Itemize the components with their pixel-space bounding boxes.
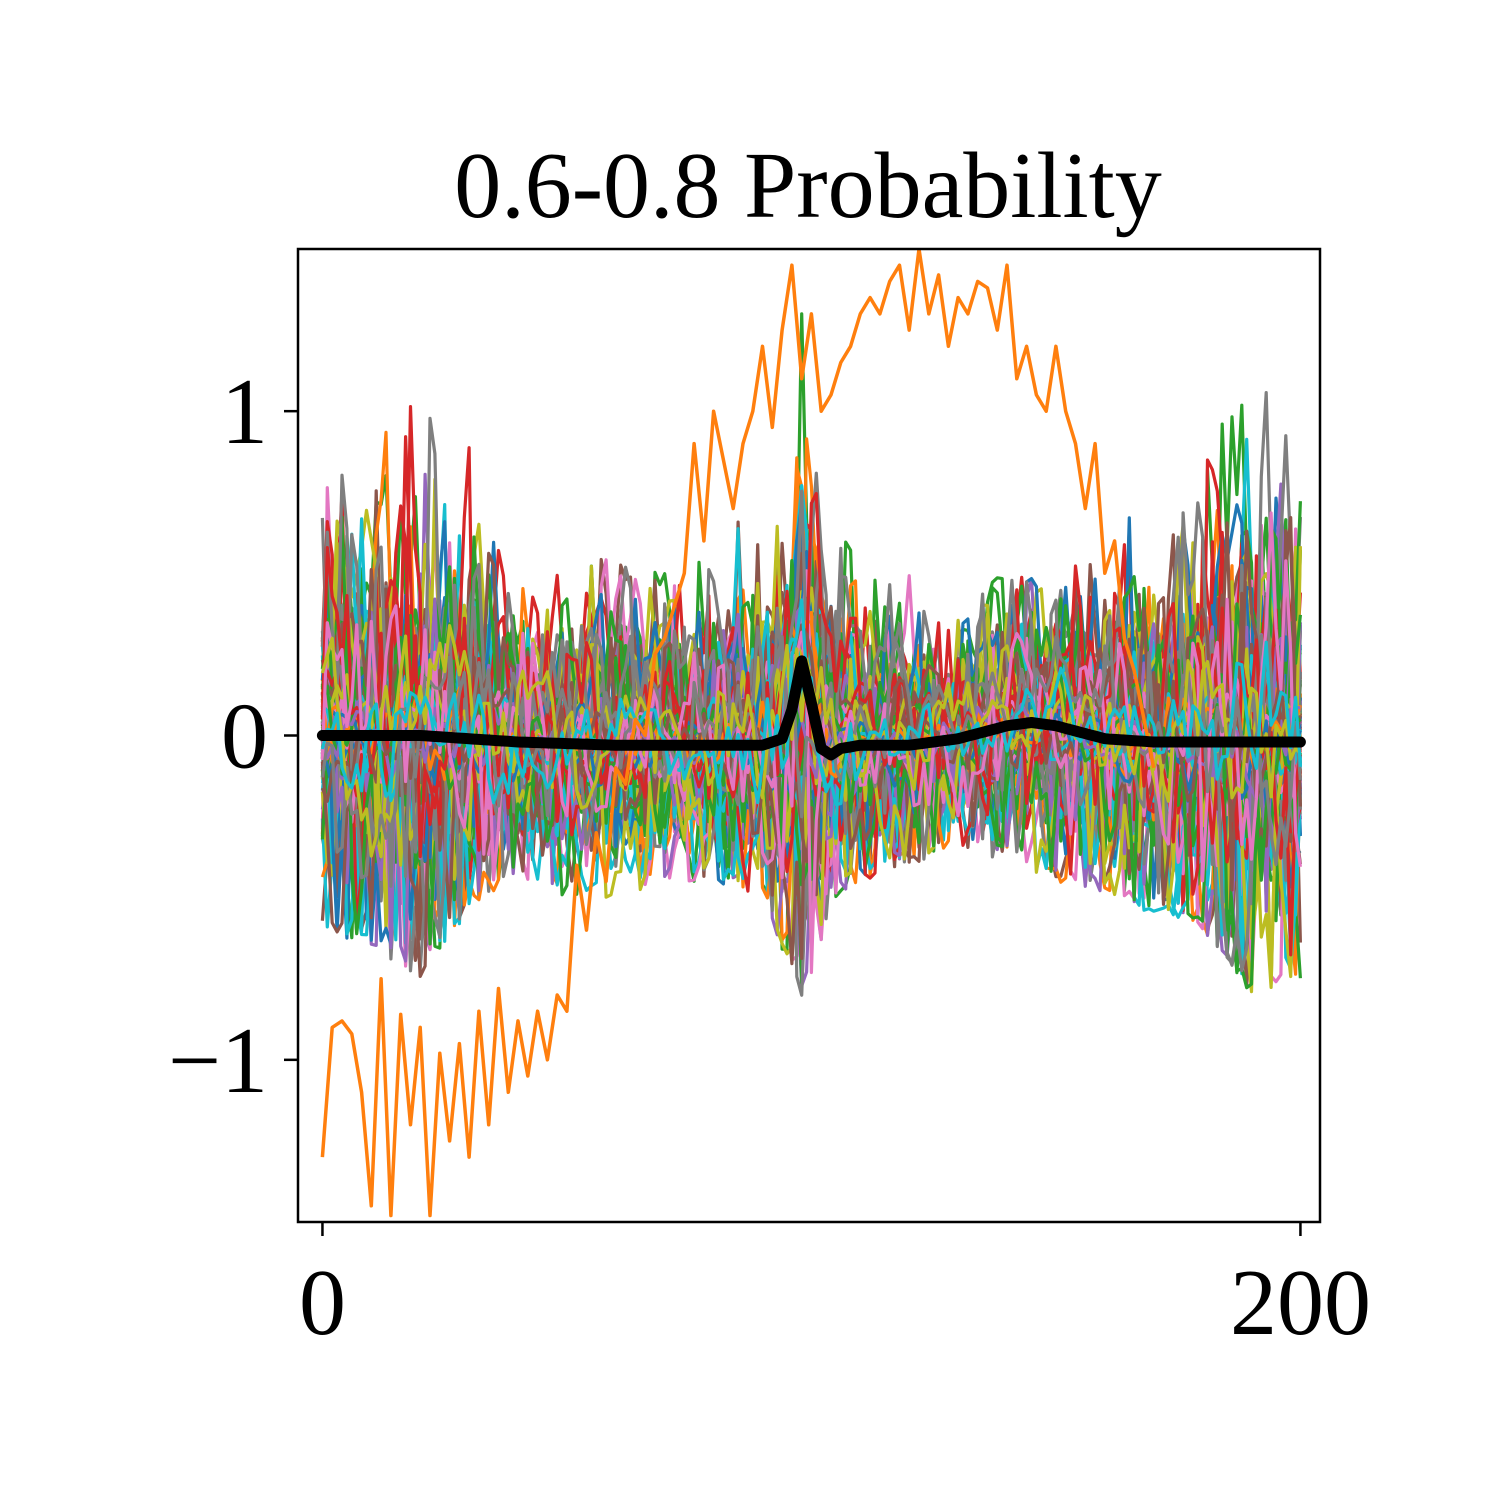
sample-series-line — [320, 511, 1302, 975]
mean-layer — [316, 655, 1306, 761]
outlier-layer — [320, 249, 1156, 1218]
x-tick-label: 200 — [1230, 1251, 1371, 1355]
y-axis: 1 0 −1 — [168, 360, 298, 1113]
sample-series-line — [320, 516, 1302, 920]
sample-series-line — [320, 521, 1302, 978]
x-tick-label: 0 — [299, 1251, 346, 1355]
x-axis: 0 200 — [299, 1222, 1371, 1355]
y-tick-label: 0 — [221, 685, 268, 789]
y-tick-label: 1 — [221, 360, 268, 464]
mean-series-line — [316, 655, 1306, 761]
outlier-series-line — [320, 249, 1156, 1218]
chart-title: 0.6-0.8 Probability — [454, 134, 1162, 238]
y-tick-label: −1 — [168, 1009, 268, 1113]
